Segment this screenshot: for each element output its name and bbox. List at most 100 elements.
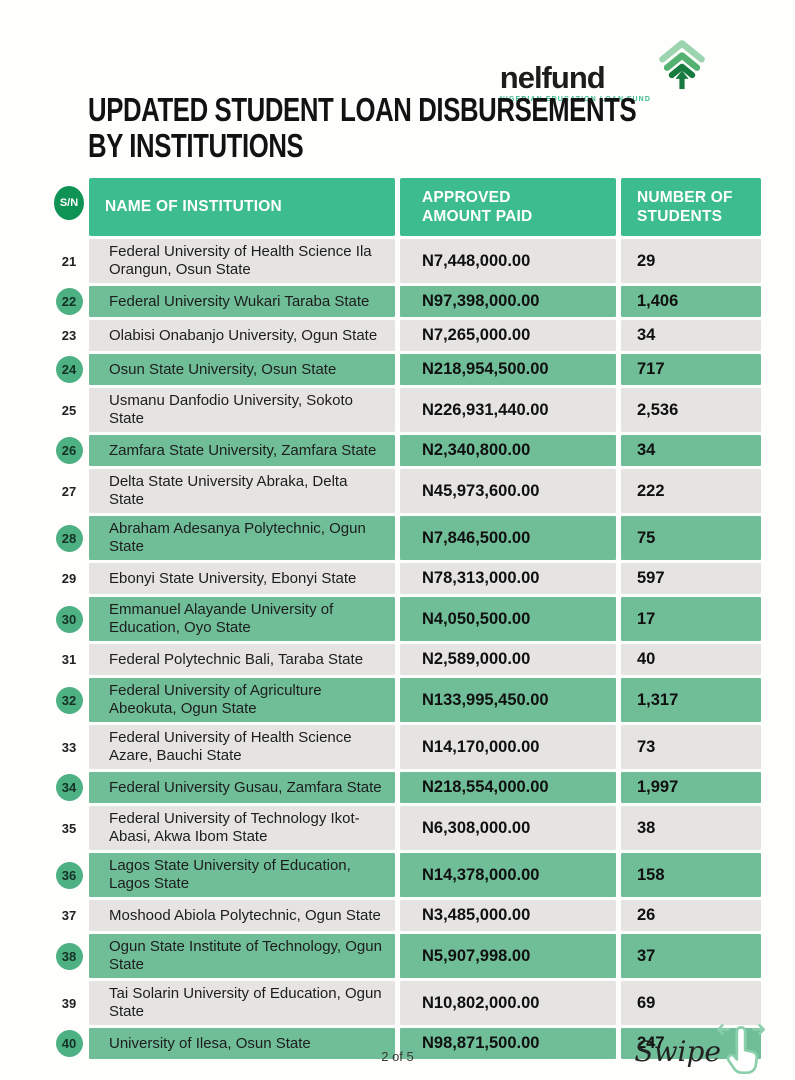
approved-amount-cell: N10,802,000.00 — [400, 981, 616, 1025]
row-serial-cell: 38 — [36, 934, 84, 978]
institution-name-cell: Tai Solarin University of Education, Ogu… — [89, 981, 395, 1025]
row-serial-number: 22 — [55, 288, 83, 315]
approved-amount-cell: N98,871,500.00 — [400, 1028, 616, 1059]
students-count-cell: 1,997 — [621, 772, 761, 803]
institution-name-cell: Osun State University, Osun State — [89, 354, 395, 385]
students-count-cell: 597 — [621, 563, 761, 594]
approved-amount-cell: N6,308,000.00 — [400, 806, 616, 850]
students-count-cell: 37 — [621, 934, 761, 978]
row-serial-cell: 24 — [36, 354, 84, 385]
institution-name-cell: Federal University of Health Science Aza… — [89, 725, 395, 769]
row-serial-number: 30 — [55, 605, 83, 633]
row-serial-cell: 26 — [36, 435, 84, 466]
approved-amount-cell: N3,485,000.00 — [400, 900, 616, 931]
institution-name-cell: University of Ilesa, Osun State — [89, 1028, 395, 1059]
students-count-cell: 75 — [621, 516, 761, 560]
row-serial-number: 37 — [61, 908, 77, 923]
row-serial-cell: 30 — [36, 597, 84, 641]
row-serial-cell: 21 — [36, 239, 84, 283]
students-count-cell: 17 — [621, 597, 761, 641]
row-serial-cell: 27 — [36, 469, 84, 513]
swipe-label: Swipe — [634, 1035, 721, 1068]
institution-name-cell: Olabisi Onabanjo University, Ogun State — [89, 320, 395, 351]
row-serial-number: 25 — [61, 402, 77, 418]
institution-name-cell: Emmanuel Alayande University of Educatio… — [89, 597, 395, 641]
approved-amount-cell: N218,554,000.00 — [400, 772, 616, 803]
row-serial-number: 39 — [61, 995, 77, 1011]
approved-amount-cell: N226,931,440.00 — [400, 388, 616, 432]
sn-header-badge: S/N — [54, 186, 84, 220]
row-serial-cell: 39 — [36, 981, 84, 1025]
students-count-cell: 26 — [621, 900, 761, 931]
students-count-cell: 69 — [621, 981, 761, 1025]
row-serial-cell: 40 — [36, 1028, 84, 1059]
approved-amount-cell: N7,448,000.00 — [400, 239, 616, 283]
row-serial-number: 32 — [55, 686, 83, 714]
row-serial-number: 27 — [61, 483, 77, 499]
row-serial-number: 26 — [55, 437, 83, 464]
swipe-hint[interactable]: Swipe — [634, 1016, 771, 1076]
approved-amount-cell: N4,050,500.00 — [400, 597, 616, 641]
row-serial-number: 36 — [55, 861, 83, 889]
column-header-students: NUMBER OF STUDENTS — [621, 178, 761, 236]
row-serial-cell: 33 — [36, 725, 84, 769]
students-count-cell: 34 — [621, 435, 761, 466]
row-serial-number: 29 — [61, 571, 77, 586]
institution-name-cell: Federal Polytechnic Bali, Taraba State — [89, 644, 395, 675]
nelfund-arrow-icon — [659, 40, 705, 90]
approved-amount-cell: N7,846,500.00 — [400, 516, 616, 560]
approved-amount-cell: N45,973,600.00 — [400, 469, 616, 513]
approved-amount-cell: N2,589,000.00 — [400, 644, 616, 675]
row-serial-cell: 37 — [36, 900, 84, 931]
logo-tagline: NIGERIAN EDUCATION LOAN FUND — [499, 96, 651, 103]
row-serial-number: 40 — [55, 1030, 83, 1057]
institution-name-cell: Delta State University Abraka, Delta Sta… — [89, 469, 395, 513]
nelfund-logo: nelfund NIGERIAN EDUCATION LOAN FUND — [500, 36, 707, 103]
institution-name-cell: Federal University of Technology Ikot-Ab… — [89, 806, 395, 850]
approved-amount-cell: N14,378,000.00 — [400, 853, 616, 897]
institution-name-cell: Federal University Wukari Taraba State — [89, 286, 395, 317]
page-title: UPDATED STUDENT LOAN DISBURSEMENTS BY IN… — [88, 91, 637, 165]
row-serial-cell: 35 — [36, 806, 84, 850]
row-serial-number: 35 — [61, 820, 77, 836]
institution-name-cell: Federal University Gusau, Zamfara State — [89, 772, 395, 803]
students-count-cell: 158 — [621, 853, 761, 897]
row-serial-cell: 22 — [36, 286, 84, 317]
title-line-1: UPDATED STUDENT LOAN DISBURSEMENTS — [88, 91, 637, 128]
row-serial-cell: 28 — [36, 516, 84, 560]
institution-name-cell: Lagos State University of Education, Lag… — [89, 853, 395, 897]
row-serial-number: 38 — [55, 942, 83, 970]
students-count-cell: 73 — [621, 725, 761, 769]
approved-amount-cell: N218,954,500.00 — [400, 354, 616, 385]
row-serial-number: 34 — [55, 774, 83, 801]
students-count-cell: 1,406 — [621, 286, 761, 317]
row-serial-cell: 25 — [36, 388, 84, 432]
students-count-cell: 1,317 — [621, 678, 761, 722]
approved-amount-cell: N14,170,000.00 — [400, 725, 616, 769]
approved-amount-cell: N78,313,000.00 — [400, 563, 616, 594]
row-serial-cell: 31 — [36, 644, 84, 675]
approved-amount-cell: N7,265,000.00 — [400, 320, 616, 351]
page-indicator: 2 of 5 — [381, 1049, 414, 1064]
institution-name-cell: Ebonyi State University, Ebonyi State — [89, 563, 395, 594]
students-count-cell: 2,536 — [621, 388, 761, 432]
students-count-cell: 717 — [621, 354, 761, 385]
institution-name-cell: Federal University of Health Science Ila… — [89, 239, 395, 283]
column-header-institution: NAME OF INSTITUTION — [89, 178, 395, 236]
approved-amount-cell: N97,398,000.00 — [400, 286, 616, 317]
row-serial-cell: 34 — [36, 772, 84, 803]
students-count-cell: 38 — [621, 806, 761, 850]
row-serial-number: 21 — [61, 253, 77, 269]
institution-name-cell: Usmanu Danfodio University, Sokoto State — [89, 388, 395, 432]
institution-name-cell: Moshood Abiola Polytechnic, Ogun State — [89, 900, 395, 931]
institution-name-cell: Zamfara State University, Zamfara State — [89, 435, 395, 466]
row-serial-cell: 29 — [36, 563, 84, 594]
swipe-hand-icon — [717, 1024, 766, 1075]
sn-header-cell: S/N — [36, 178, 84, 236]
institution-name-cell: Federal University of Agriculture Abeoku… — [89, 678, 395, 722]
row-serial-cell: 23 — [36, 320, 84, 351]
row-serial-number: 28 — [55, 524, 83, 552]
approved-amount-cell: N2,340,800.00 — [400, 435, 616, 466]
row-serial-cell: 32 — [36, 678, 84, 722]
students-count-cell: 34 — [621, 320, 761, 351]
